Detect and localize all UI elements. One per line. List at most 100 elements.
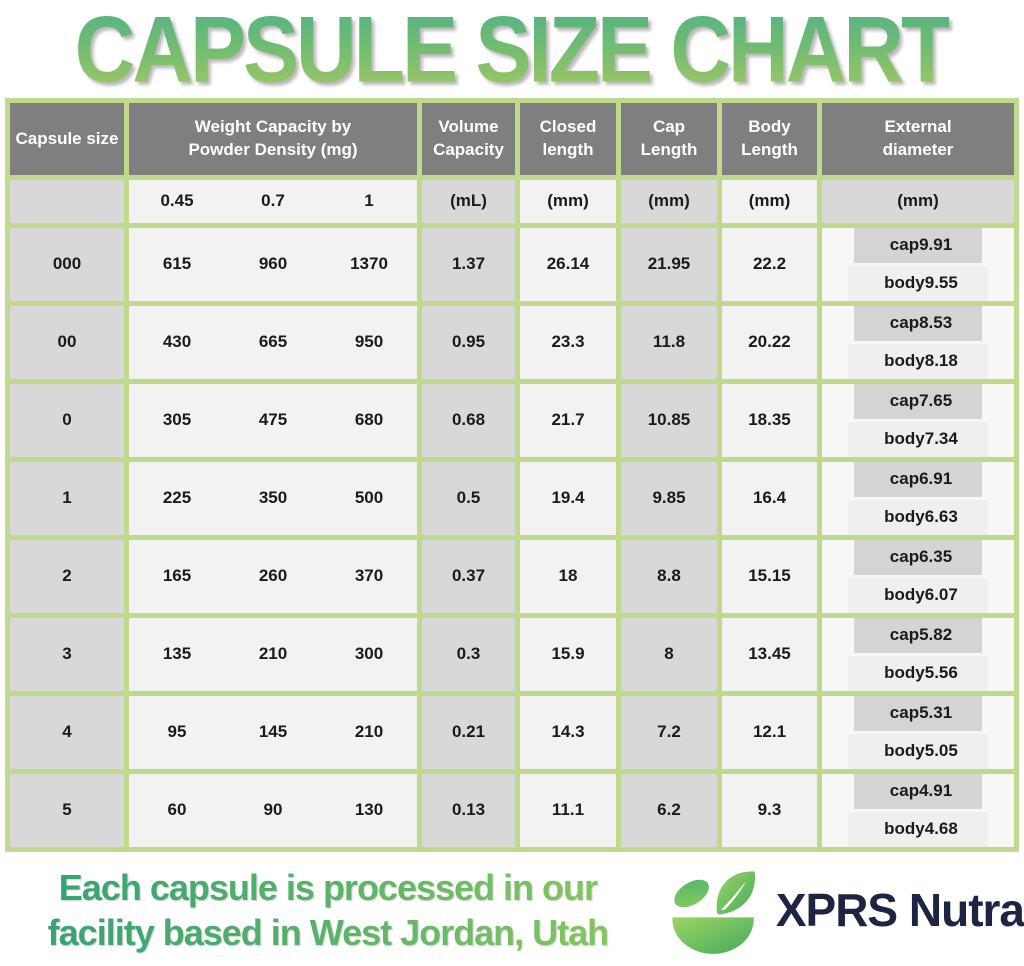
body-label: body [884,741,925,761]
volume-cell: 0.21 [422,696,515,769]
closed-length-cell: 11.1 [520,774,616,847]
weight-value: 135 [162,644,192,664]
weight-value: 500 [354,488,384,508]
capsule-size-cell: 3 [10,618,124,691]
header-text: Weight Capacity by [194,117,352,137]
capsule-size-cell: 0 [10,384,124,457]
header-text: Capacity [433,140,504,159]
body-label: body [884,429,925,449]
footer: Each capsule is processed in our facilit… [0,854,1024,966]
cap-label: cap [889,781,920,801]
capsule-size-table: Capsule size Weight Capacity by Powder De… [5,98,1019,852]
cap-value: 8.53 [919,313,953,333]
brand-name: XPRS Nutra [775,884,1024,936]
cap-value: 5.31 [919,703,953,723]
external-diameter-cell: cap 9.91 body 9.55 [822,228,1014,301]
external-cap-band: cap 4.91 [853,774,983,809]
weight-value: 225 [162,488,192,508]
closed-length-cell: 18 [520,540,616,613]
body-value: 7.34 [924,429,958,449]
header-text: Length [640,140,698,159]
closed-length-cell: 15.9 [520,618,616,691]
cap-length-cell: 8.8 [621,540,717,613]
external-diameter-cell: cap 5.31 body 5.05 [822,696,1014,769]
closed-length-cell: 14.3 [520,696,616,769]
cap-length-cell: 10.85 [621,384,717,457]
closed-length-cell: 19.4 [520,462,616,535]
capsule-size-cell: 4 [10,696,124,769]
weight-capacity-cell: 305 475 680 [129,384,417,457]
volume-cell: 1.37 [422,228,515,301]
closed-length-cell: 23.3 [520,306,616,379]
header-weight-capacity: Weight Capacity by Powder Density (mg) [129,103,417,175]
external-body-band: body 8.18 [848,344,988,379]
units-capsule-size-empty [10,180,124,223]
external-diameter-cell: cap 7.65 body 7.34 [822,384,1014,457]
units-external: (mm) [822,180,1014,223]
weight-value: 370 [354,566,384,586]
capsule-size-cell: 2 [10,540,124,613]
cap-label: cap [889,313,920,333]
header-text: Closed [539,117,597,137]
density-value: 1 [364,191,374,211]
external-body-band: body 6.07 [848,578,988,613]
external-cap-band: cap 9.91 [853,228,983,263]
cap-value: 4.91 [919,781,953,801]
cap-length-cell: 11.8 [621,306,717,379]
weight-value: 305 [162,410,192,430]
volume-cell: 0.13 [422,774,515,847]
cap-value: 9.91 [919,235,953,255]
external-body-band: body 7.34 [848,422,988,457]
body-length-cell: 22.2 [722,228,817,301]
header-text: Cap [652,117,686,137]
cap-label: cap [889,625,920,645]
brand-logo-block: XPRS Nutra [666,866,1024,954]
units-cap: (mm) [621,180,717,223]
weight-capacity-cell: 60 90 130 [129,774,417,847]
body-length-cell: 15.15 [722,540,817,613]
cap-label: cap [889,469,920,489]
header-capsule-size: Capsule size [10,103,124,175]
weight-value: 300 [354,644,384,664]
body-label: body [884,819,925,839]
cap-length-cell: 8 [621,618,717,691]
page-title: CAPSULE SIZE CHART [75,0,953,103]
footer-line-1: Each capsule is processed in our [58,867,598,908]
volume-cell: 0.3 [422,618,515,691]
cap-length-cell: 21.95 [621,228,717,301]
cap-value: 6.35 [919,547,953,567]
body-length-cell: 16.4 [722,462,817,535]
weight-capacity-cell: 430 665 950 [129,306,417,379]
external-diameter-cell: cap 6.91 body 6.63 [822,462,1014,535]
body-label: body [884,585,925,605]
external-cap-band: cap 8.53 [853,306,983,341]
cap-label: cap [889,547,920,567]
weight-value: 350 [258,488,288,508]
cap-length-cell: 9.85 [621,462,717,535]
units-densities: 0.45 0.7 1 [129,180,417,223]
header-text: Powder Density (mg) [188,140,358,159]
cap-length-cell: 6.2 [621,774,717,847]
weight-value: 665 [258,332,288,352]
weight-capacity-cell: 615 960 1370 [129,228,417,301]
body-length-cell: 9.3 [722,774,817,847]
header-text: Volume [438,117,499,137]
external-diameter-cell: cap 8.53 body 8.18 [822,306,1014,379]
header-text: diameter [882,140,954,159]
weight-value: 165 [162,566,192,586]
weight-value: 145 [258,722,288,742]
weight-value: 60 [167,800,187,820]
external-cap-band: cap 6.91 [853,462,983,497]
body-label: body [884,273,925,293]
units-closed: (mm) [520,180,616,223]
header-external-diameter: External diameter [822,103,1014,175]
header-text: Body [748,117,791,137]
header-text: Capsule size [15,128,119,148]
footer-tagline: Each capsule is processed in our facilit… [0,865,656,955]
weight-value: 475 [258,410,288,430]
volume-cell: 0.5 [422,462,515,535]
external-body-band: body 5.05 [848,734,988,769]
body-label: body [884,663,925,683]
capsule-size-cell: 00 [10,306,124,379]
